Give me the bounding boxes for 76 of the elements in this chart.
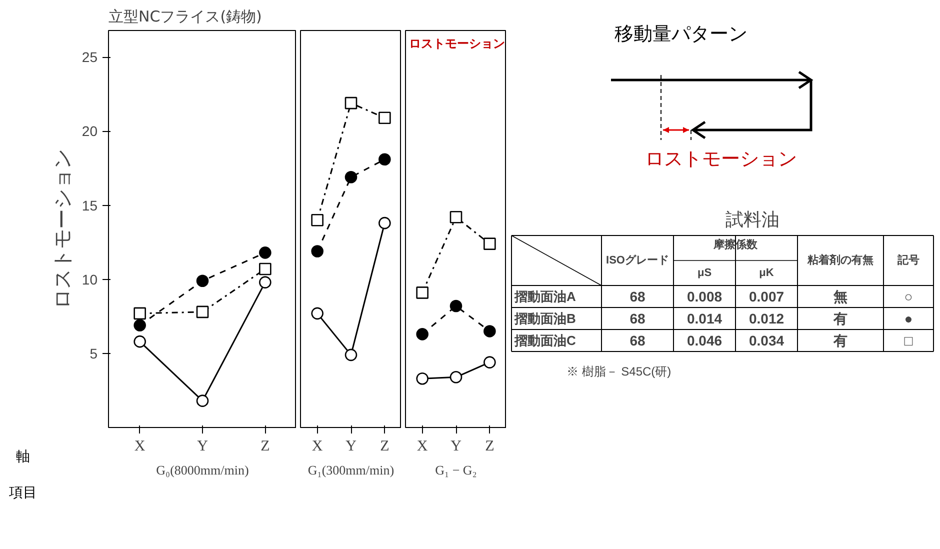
x-tick-label: X <box>134 438 146 454</box>
text: 0.046 <box>686 332 722 348</box>
y-tick-label: 20 <box>82 123 98 140</box>
point <box>378 153 391 166</box>
text: ○ <box>904 288 913 304</box>
y-tick-label: 25 <box>82 49 98 66</box>
y-tick-label: 5 <box>90 345 98 362</box>
point <box>311 214 324 226</box>
x-tick-label: Y <box>346 438 357 454</box>
point <box>134 335 146 348</box>
point <box>416 372 428 385</box>
category-label: 摺動面油C <box>514 333 576 348</box>
x-tick-label: X <box>416 438 428 454</box>
point <box>450 300 462 312</box>
x-tick-label: Z <box>260 438 270 454</box>
x-tick-label: Y <box>450 438 462 454</box>
point <box>134 307 146 320</box>
point <box>378 216 391 230</box>
text: □ <box>904 332 913 348</box>
y-tick-label: 10 <box>82 271 98 288</box>
text: 有 <box>834 332 848 348</box>
category-label: μS <box>697 267 712 279</box>
text: 0.034 <box>748 332 784 348</box>
x-tick-label: Y <box>197 438 208 454</box>
category-label: 摺動面油A <box>514 289 576 304</box>
text: 項目 <box>9 484 37 503</box>
text: 0.012 <box>748 310 784 326</box>
point <box>484 238 496 250</box>
point <box>311 245 324 258</box>
category-label: μK <box>759 267 774 279</box>
text: 無 <box>834 288 848 304</box>
point <box>196 274 209 287</box>
text: 0.007 <box>748 288 784 304</box>
point <box>196 394 209 407</box>
point <box>196 306 209 318</box>
category-label: 粘着剤の有無 <box>806 254 874 266</box>
x-tick-label: Z <box>380 438 390 454</box>
text: 移動量パターン <box>614 24 748 45</box>
x-tick-label: Z <box>485 438 494 454</box>
point <box>378 112 391 124</box>
y-tick-label: 15 <box>82 197 98 214</box>
point <box>259 262 272 276</box>
category-label: 記号 <box>896 254 920 266</box>
point <box>416 286 428 299</box>
text: 68 <box>630 288 646 304</box>
point <box>450 211 462 224</box>
text: 0.008 <box>686 288 722 304</box>
x-axis-title: G₀(8000mm/min) <box>156 462 249 478</box>
point <box>416 328 428 340</box>
point <box>344 96 358 110</box>
text: 68 <box>630 332 646 348</box>
point <box>450 370 462 384</box>
category-label: ISOグレード <box>606 254 669 266</box>
point <box>484 356 496 368</box>
x-tick-label: X <box>312 438 323 454</box>
text: 有 <box>834 310 848 326</box>
chart-title: 立型NCフライス(鋳物) <box>108 8 262 26</box>
annotation: ロストモーション <box>408 36 505 50</box>
text: 68 <box>630 310 646 326</box>
text: ● <box>904 310 913 326</box>
point <box>344 348 358 362</box>
point <box>484 325 496 338</box>
text: 軸 <box>16 448 30 467</box>
category-label: 摺動面油B <box>514 311 576 326</box>
text: ※ 樹脂－ S45C(研) <box>566 364 672 378</box>
text: ロストモーション <box>645 149 797 170</box>
point <box>134 319 146 332</box>
text: 試料油 <box>726 210 780 230</box>
x-axis-title: G₁(300mm/min) <box>308 462 394 478</box>
text: 0.014 <box>686 310 722 326</box>
point <box>259 276 272 288</box>
point <box>311 307 324 320</box>
point <box>259 246 272 259</box>
x-axis-title: G₁ − G₂ <box>435 462 477 478</box>
point <box>344 171 358 184</box>
y-axis-title: ロストモーション <box>50 149 74 309</box>
